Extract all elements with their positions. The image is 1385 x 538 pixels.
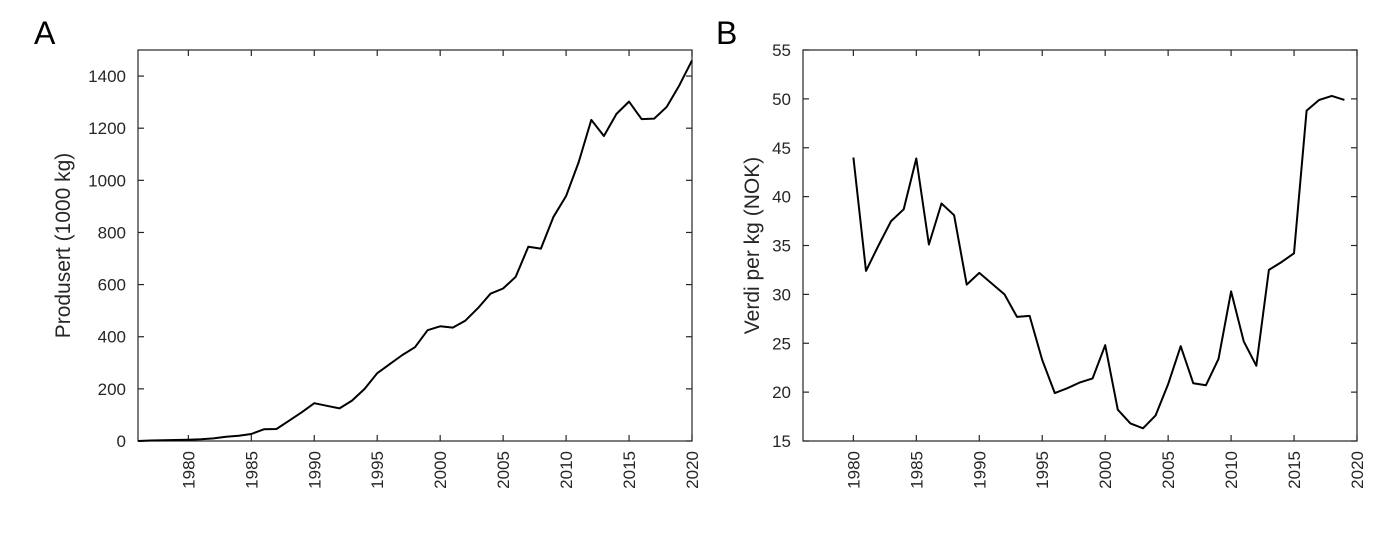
y-tick-label: 1400 [88,67,126,86]
x-tick-label: 1980 [179,451,198,489]
panel-a: A 0 200 400 600 800 1000 1200 1400 1980 1985 1990 19… [34,15,702,489]
x-tick-label: 1990 [970,451,989,489]
x-tick-label: 2020 [1348,451,1367,489]
y-axis-label: Produsert (1000 kg) [52,153,75,339]
x-tick-label: 1985 [242,451,261,489]
x-tick-label: 1985 [907,451,926,489]
x-tick-label: 1980 [844,451,863,489]
y-tick-label: 25 [772,334,791,353]
y-tick-label: 15 [772,432,791,451]
x-tick-label: 2010 [557,451,576,489]
y-tick-label: 1200 [88,119,126,138]
y-tick-label: 55 [772,41,791,60]
series-line [852,94,1345,430]
series-line [137,59,693,442]
y-tick-label: 0 [117,432,126,451]
y-tick-label: 30 [772,285,791,304]
y-tick-label: 45 [772,139,791,158]
y-axis-label: Verdi per kg (NOK) [741,157,764,334]
x-tick-label: 2020 [683,451,702,489]
y-tick-label: 800 [98,223,126,242]
x-tick-label: 2010 [1222,451,1241,489]
y-tick-label: 50 [772,90,791,109]
y-tick-label: 35 [772,237,791,256]
x-tick-label: 1990 [305,451,324,489]
x-tick-label: 1995 [1033,451,1052,489]
y-tick-label: 1000 [88,171,126,190]
x-tick-label: 2015 [1285,451,1304,489]
y-tick-label: 40 [772,188,791,207]
x-tick-label: 2005 [494,451,513,489]
x-tick-label: 2000 [1096,451,1115,489]
y-tick-label: 600 [98,276,126,295]
panel-b: B 15 20 25 30 35 40 45 50 55 1980 1985 1990 1995 2000 2… [716,15,1367,489]
x-tick-label: 2015 [620,451,639,489]
axes-frame [137,49,693,442]
panel-letter: A [34,15,56,51]
panel-letter: B [716,15,737,51]
x-tick-label: 2005 [1159,451,1178,489]
y-tick-label: 200 [98,380,126,399]
y-tick-label: 20 [772,383,791,402]
x-tick-label: 1995 [368,451,387,489]
y-tick-label: 400 [98,328,126,347]
x-tick-label: 2000 [431,451,450,489]
